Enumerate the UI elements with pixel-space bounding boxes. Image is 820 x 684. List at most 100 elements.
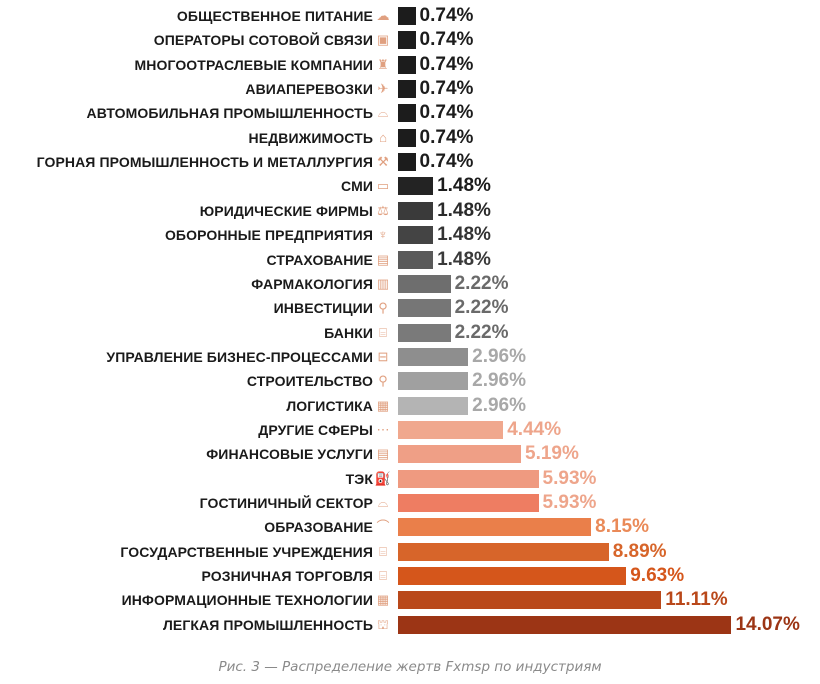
bar — [398, 177, 434, 196]
value-label: 5.93% — [542, 467, 597, 489]
category-label: БАНКИ — [324, 324, 373, 341]
phone-device-icon: ▣ — [376, 32, 390, 48]
bar — [398, 153, 416, 172]
bar — [398, 55, 416, 74]
value-label: 8.89% — [612, 540, 667, 562]
category-label: ГОСУДАРСТВЕННЫЕ УЧРЕЖДЕНИЯ — [120, 543, 373, 560]
car-icon: ⌓ — [377, 105, 389, 121]
bar — [398, 80, 416, 99]
bar — [398, 31, 416, 50]
bar-row: ОБОРОННЫЕ ПРЕДПРИЯТИЯ ♆ 1.48% — [0, 223, 820, 247]
value-label: 0.74% — [419, 126, 474, 148]
bar — [398, 250, 434, 269]
category-label: ТЭК — [345, 470, 373, 487]
value-label: 2.96% — [472, 394, 527, 416]
category-label: СТРАХОВАНИЕ — [266, 251, 373, 268]
bar — [398, 542, 609, 561]
category-label: НЕДВИЖИМОСТЬ — [248, 129, 373, 146]
bar — [398, 615, 732, 634]
government-building-icon: ⌸ — [379, 543, 387, 559]
bar-row: ФИНАНСОВЫЕ УСЛУГИ ▤ 5.19% — [0, 442, 820, 466]
bar-row: НЕДВИЖИМОСТЬ ⌂ 0.74% — [0, 126, 820, 150]
trophy-icon: ♆ — [378, 227, 388, 243]
value-label: 11.11% — [665, 589, 728, 611]
bar-row: ДРУГИЕ СФЕРЫ ⋯ 4.44% — [0, 418, 820, 442]
bar-row: ТЭК ⛽ 5.93% — [0, 467, 820, 491]
money-icon: ▤ — [376, 446, 390, 462]
bar — [398, 396, 469, 415]
category-label: ОБРАЗОВАНИЕ — [264, 519, 373, 536]
category-label: МНОГООТРАСЛЕВЫЕ КОМПАНИИ — [134, 56, 373, 73]
server-rack-icon: ▦ — [376, 592, 390, 608]
storefront-icon: ⌸ — [379, 568, 387, 584]
category-label: ОБОРОННЫЕ ПРЕДПРИЯТИЯ — [164, 227, 373, 244]
value-label: 0.74% — [419, 53, 474, 75]
bar-row: ЛОГИСТИКА ▦ 2.96% — [0, 394, 820, 418]
value-label: 0.74% — [419, 151, 474, 173]
category-label: АВИАПЕРЕВОЗКИ — [245, 81, 373, 98]
value-label: 4.44% — [507, 418, 562, 440]
value-label: 1.48% — [437, 199, 491, 221]
pharma-chart-icon: ▥ — [376, 275, 390, 291]
category-label: СТРОИТЕЛЬСТВО — [246, 373, 373, 390]
value-label: 8.15% — [595, 516, 650, 538]
bar-row: БАНКИ ⌸ 2.22% — [0, 321, 820, 345]
value-label: 0.74% — [419, 5, 474, 26]
value-label: 1.48% — [437, 248, 491, 270]
value-label: 1.48% — [437, 224, 491, 246]
chef-hat-icon: ☁ — [376, 8, 390, 23]
mining-icon: ⚒ — [377, 154, 389, 170]
factory-icon: ⛫ — [377, 616, 389, 632]
hotel-bell-icon: ⌓ — [377, 495, 389, 510]
figure-caption: Рис. 3 — Распределение жертв Fxmsp по ин… — [218, 659, 602, 675]
value-label: 2.96% — [472, 345, 527, 367]
bar-row: СМИ ▭ 1.48% — [0, 174, 820, 198]
bottle-icon: ♜ — [377, 56, 389, 72]
value-label: 0.74% — [419, 29, 474, 51]
ellipsis-bubble-icon: ⋯ — [376, 421, 390, 437]
bar-row: ГОСТИНИЧНЫЙ СЕКТОР ⌓ 5.93% — [0, 491, 820, 515]
bar-row: ФАРМАКОЛОГИЯ ▥ 2.22% — [0, 272, 820, 296]
bar — [398, 274, 451, 293]
value-label: 2.22% — [454, 272, 509, 294]
category-label: ГОРНАЯ ПРОМЫШЛЕННОСТЬ И МЕТАЛЛУРГИЯ — [36, 154, 373, 171]
category-label: ЮРИДИЧЕСКИЕ ФИРМЫ — [199, 202, 373, 219]
bar-row: АВИАПЕРЕВОЗКИ ✈ 0.74% — [0, 77, 820, 101]
bar — [398, 128, 416, 147]
bar — [398, 323, 451, 342]
oil-pump-icon: ⛽ — [374, 470, 392, 486]
value-label: 1.48% — [437, 175, 491, 197]
bar-row: РОЗНИЧНАЯ ТОРГОВЛЯ ⌸ 9.63% — [0, 564, 820, 588]
crane-icon: ⚲ — [378, 373, 388, 389]
value-label: 0.74% — [419, 78, 474, 100]
category-label: ФАРМАКОЛОГИЯ — [251, 275, 373, 292]
category-label: ОБЩЕСТВЕННОЕ ПИТАНИЕ — [176, 8, 373, 24]
investor-icon: ⚲ — [378, 300, 388, 316]
bar-row: ИНВЕСТИЦИИ ⚲ 2.22% — [0, 296, 820, 320]
bar-row: ОБРАЗОВАНИЕ ⌒ 8.15% — [0, 515, 820, 539]
value-label: 5.19% — [525, 443, 579, 465]
bar-row: СТРОИТЕЛЬСТВО ⚲ 2.96% — [0, 369, 820, 393]
airplane-icon: ✈ — [377, 81, 389, 97]
bar-row: ЮРИДИЧЕСКИЕ ФИРМЫ ⚖ 1.48% — [0, 199, 820, 223]
category-label: ФИНАНСОВЫЕ УСЛУГИ — [206, 446, 373, 463]
category-label: ИНФОРМАЦИОННЫЕ ТЕХНОЛОГИИ — [121, 592, 373, 609]
briefcase-icon: ⊟ — [377, 348, 389, 364]
bar — [398, 226, 434, 245]
category-label: ЛЕГКАЯ ПРОМЫШЛЕННОСТЬ — [163, 616, 373, 633]
category-label: АВТОМОБИЛЬНАЯ ПРОМЫШЛЕННОСТЬ — [86, 105, 373, 122]
category-label: РОЗНИЧНАЯ ТОРГОВЛЯ — [201, 568, 373, 585]
bar — [398, 518, 592, 537]
category-label: СМИ — [341, 178, 373, 195]
bar — [398, 591, 662, 610]
category-label: УПРАВЛЕНИЕ БИЗНЕС-ПРОЦЕССАМИ — [106, 348, 373, 365]
value-label: 5.93% — [542, 492, 597, 513]
bar — [398, 299, 451, 318]
bar — [398, 347, 469, 366]
value-label: 2.22% — [454, 297, 509, 319]
bar — [398, 372, 469, 391]
bar-row: ОПЕРАТОРЫ СОТОВОЙ СВЯЗИ ▣ 0.74% — [0, 28, 820, 52]
scales-icon: ⚖ — [377, 202, 389, 218]
value-label: 9.63% — [630, 565, 685, 587]
bar — [398, 201, 434, 220]
